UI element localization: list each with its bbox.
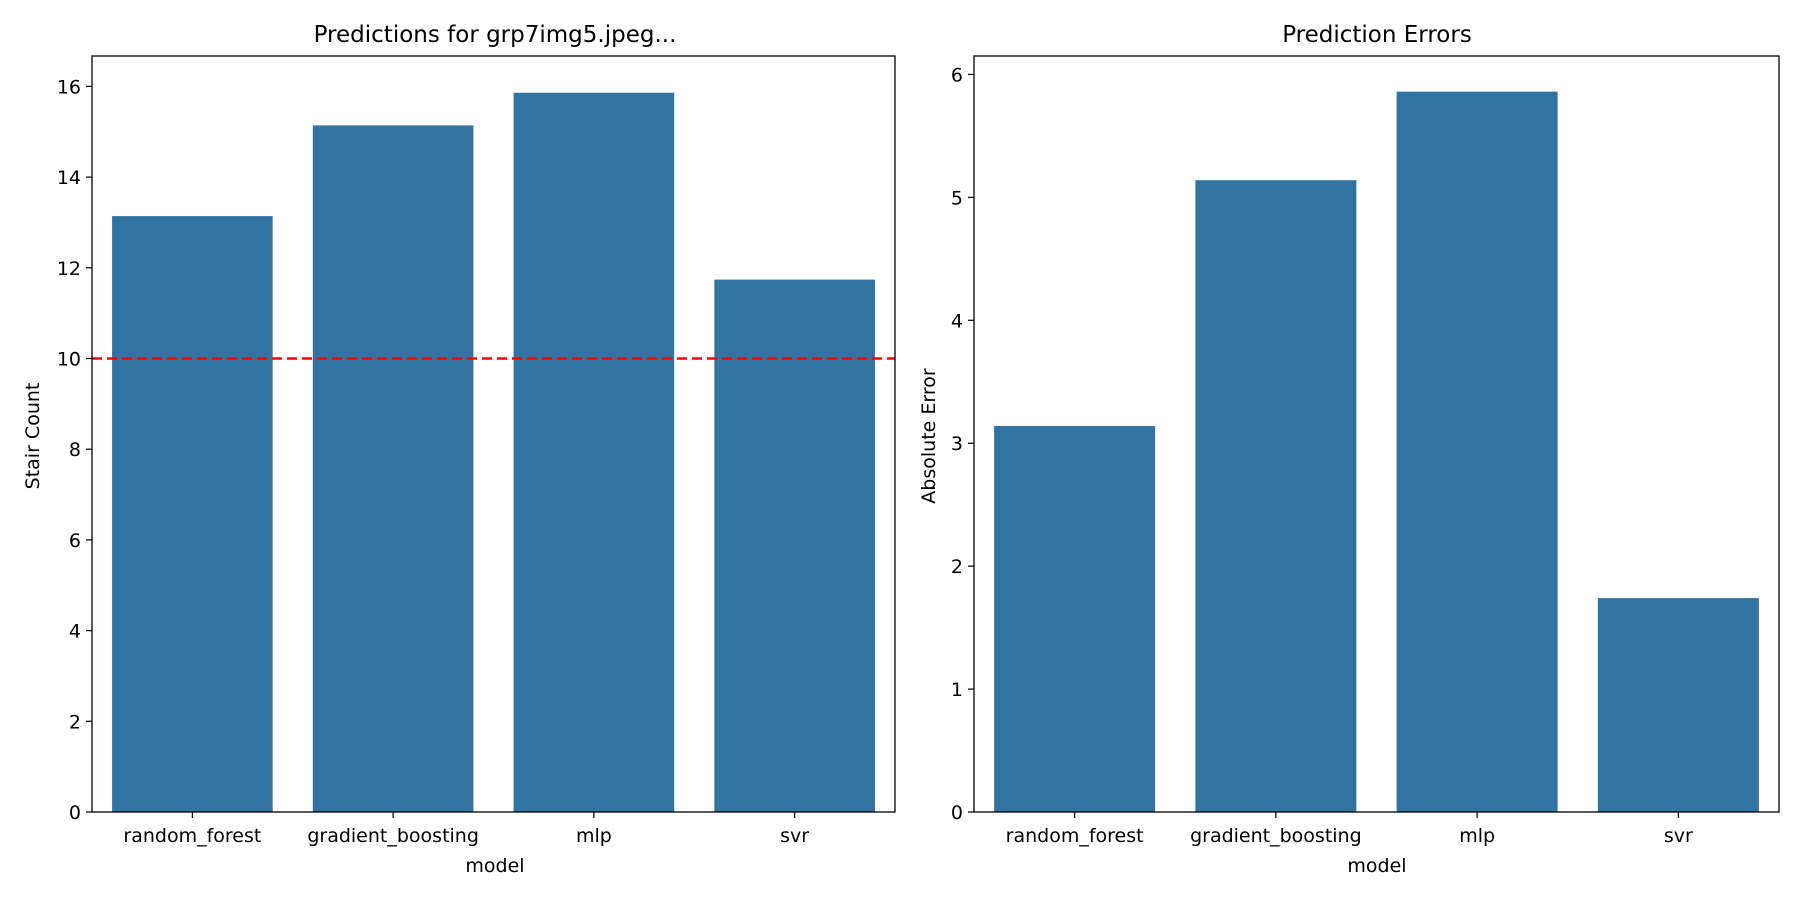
bar-svr [1597,598,1759,812]
bar-mlp [1396,91,1558,812]
x-tick-label: svr [780,825,809,847]
x-tick-label: gradient_boosting [1190,825,1362,847]
x-axis-ticks: random_forest gradient_boosting mlp svr [123,812,809,847]
chart-title: Prediction Errors [1282,22,1472,48]
y-tick-label: 4 [69,621,81,643]
bar-mlp [513,92,675,812]
bars-group [112,92,875,813]
axes-frame [91,55,896,813]
y-tick-label: 10 [57,348,81,370]
bar-gradient_boosting [1195,180,1357,812]
y-tick-label: 16 [57,76,81,98]
predictions-chart: Predictions for grp7img5.jpeg... 0 2 4 6 8 10… [22,22,896,877]
x-tick-label: random_forest [1006,825,1144,847]
y-tick-label: 0 [69,802,81,824]
x-axis-label: model [1347,855,1406,877]
y-tick-label: 1 [951,679,963,701]
y-tick-label: 8 [69,439,81,461]
bars-group [994,91,1759,812]
y-tick-label: 2 [69,711,81,733]
chart-title: Predictions for grp7img5.jpeg... [314,22,677,48]
y-axis-ticks: 0 2 4 6 8 10 12 14 16 [57,76,92,824]
x-axis-label: model [465,855,524,877]
x-tick-label: gradient_boosting [307,825,479,847]
y-axis-label: Absolute Error [918,368,940,504]
bar-gradient_boosting [312,125,474,813]
y-tick-label: 6 [951,64,963,86]
y-axis-label: Stair Count [22,383,44,490]
y-tick-label: 0 [951,802,963,824]
x-tick-label: mlp [576,825,612,847]
y-axis-ticks: 0 1 2 3 4 5 6 [951,64,974,824]
y-tick-label: 14 [57,167,81,189]
bar-random_forest [112,216,273,813]
x-tick-label: mlp [1459,825,1495,847]
bar-svr [714,279,875,812]
bar-random_forest [994,426,1156,812]
y-tick-label: 2 [951,556,963,578]
y-tick-label: 6 [69,530,81,552]
axes-frame [973,55,1780,813]
errors-chart: Prediction Errors 0 1 2 3 4 5 6 random_forest g… [918,22,1780,877]
y-tick-label: 3 [951,433,963,455]
x-tick-label: svr [1664,825,1693,847]
x-tick-label: random_forest [123,825,261,847]
y-tick-label: 4 [951,310,963,332]
y-tick-label: 12 [57,258,81,280]
y-tick-label: 5 [951,187,963,209]
x-axis-ticks: random_forest gradient_boosting mlp svr [1006,812,1693,847]
